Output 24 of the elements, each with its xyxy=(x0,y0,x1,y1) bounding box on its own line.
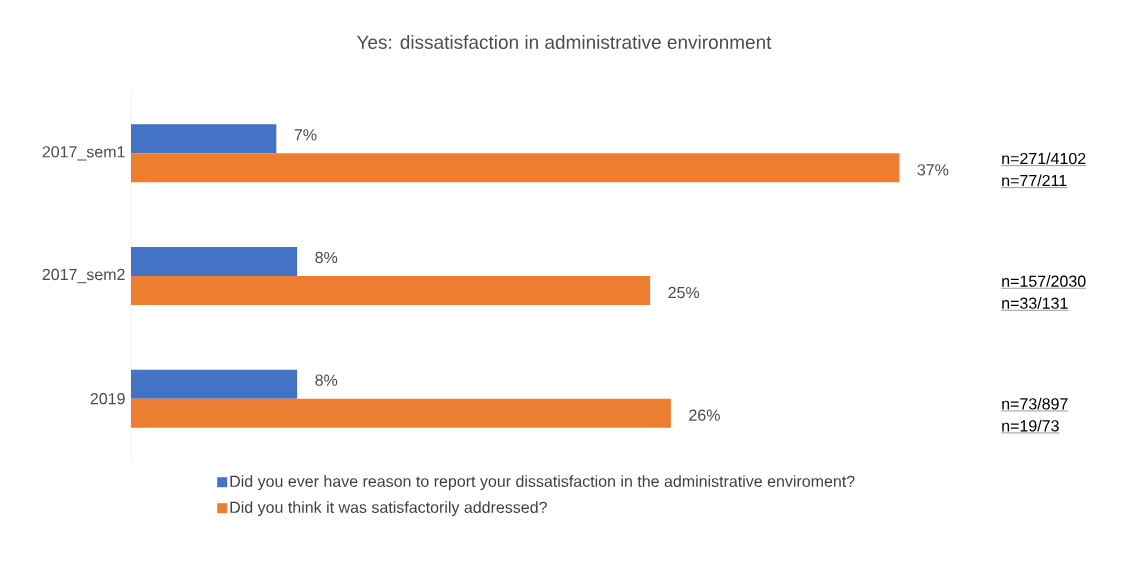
chart-title: Yes: dissatisfaction in administrative environment xyxy=(356,35,772,49)
bar xyxy=(131,246,298,276)
bar xyxy=(131,369,298,399)
text: n=33/131 xyxy=(1002,297,1068,309)
data-label: 8% xyxy=(315,374,338,386)
text: n=271/4102 xyxy=(1002,152,1086,165)
bar xyxy=(131,276,651,305)
y-tick-label: 2019 xyxy=(90,393,125,405)
text: n=77/211 xyxy=(1002,174,1067,187)
y-tick-label: 2017_sem1 xyxy=(42,146,125,161)
text: n=73/897 xyxy=(1002,397,1068,410)
legend-label: Did you ever have reason to report your dissatisfaction in the administrative enviroment? xyxy=(230,475,855,491)
data-label: 26% xyxy=(689,409,720,421)
bar xyxy=(131,398,671,428)
legend-label: Did you think it was satisfactorily addressed? xyxy=(230,501,547,517)
text: n=157/2030 xyxy=(1002,275,1086,287)
data-label: 8% xyxy=(315,251,338,264)
text: n=19/73 xyxy=(1002,419,1059,432)
bar xyxy=(131,124,277,154)
data-label: 25% xyxy=(668,286,700,299)
bar xyxy=(131,153,900,183)
data-label: 37% xyxy=(917,164,949,176)
y-tick-label: 2017_sem2 xyxy=(42,268,125,284)
data-label: 7% xyxy=(294,129,317,141)
